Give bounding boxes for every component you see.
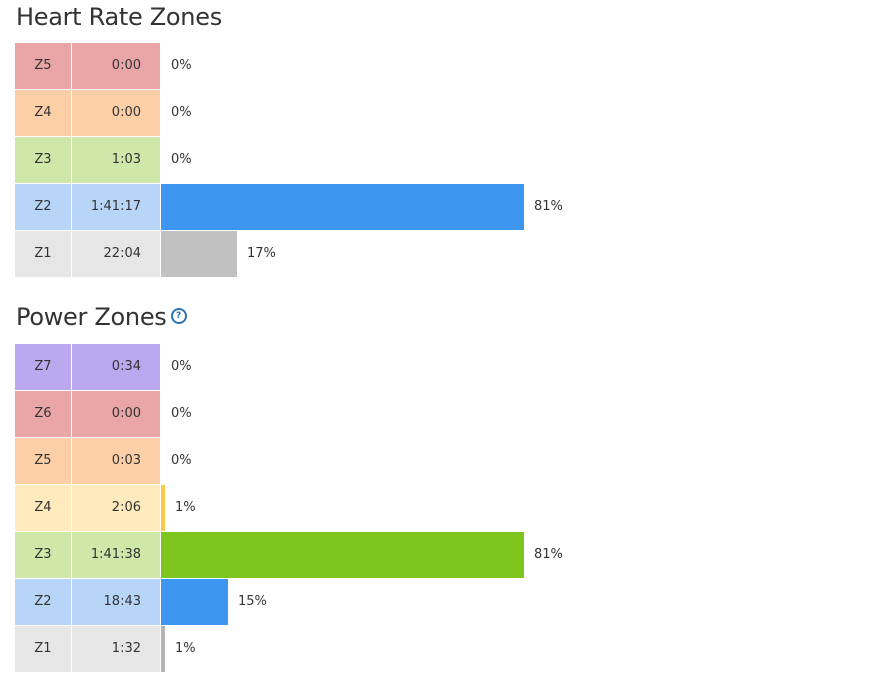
zone-percent: 0%: [171, 359, 192, 374]
zone-time: 2:06: [72, 485, 160, 531]
zone-bar: [161, 579, 228, 625]
zone-percent: 0%: [171, 152, 192, 167]
zone-percent: 17%: [247, 246, 276, 261]
zone-time: 1:41:38: [72, 532, 160, 578]
zone-label: Z6: [15, 391, 71, 437]
zone-percent: 1%: [175, 500, 196, 515]
zone-label: Z7: [15, 344, 71, 390]
zone-label: Z5: [15, 438, 71, 484]
zone-percent: 1%: [175, 641, 196, 656]
zone-label: Z1: [15, 231, 71, 277]
zone-time: 1:41:17: [72, 184, 160, 230]
zone-label: Z4: [15, 90, 71, 136]
power-zones-title-text: Power Zones: [16, 303, 167, 331]
zone-label: Z4: [15, 485, 71, 531]
zone-percent: 0%: [171, 453, 192, 468]
power-zones-title: Power Zones?: [16, 301, 187, 333]
heart-rate-zones-title: Heart Rate Zones: [16, 3, 222, 31]
zone-bar: [161, 231, 237, 277]
zone-percent: 81%: [534, 199, 563, 214]
zone-percent: 0%: [171, 406, 192, 421]
zone-time: 0:34: [72, 344, 160, 390]
zone-time: 18:43: [72, 579, 160, 625]
zone-percent: 15%: [238, 594, 267, 609]
zone-percent: 0%: [171, 58, 192, 73]
zone-time: 0:03: [72, 438, 160, 484]
zone-label: Z2: [15, 579, 71, 625]
zone-percent: 81%: [534, 547, 563, 562]
zone-time: 0:00: [72, 391, 160, 437]
zone-time: 0:00: [72, 43, 160, 89]
zone-label: Z3: [15, 137, 71, 183]
zone-label: Z1: [15, 626, 71, 672]
zone-time: 0:00: [72, 90, 160, 136]
zone-label: Z3: [15, 532, 71, 578]
zone-label: Z5: [15, 43, 71, 89]
zone-bar: [161, 532, 524, 578]
zone-bar: [161, 626, 165, 672]
zone-label: Z2: [15, 184, 71, 230]
zone-time: 1:32: [72, 626, 160, 672]
zone-percent: 0%: [171, 105, 192, 120]
help-circle-icon[interactable]: ?: [170, 308, 187, 324]
zone-bar: [161, 485, 165, 531]
zone-time: 22:04: [72, 231, 160, 277]
zone-time: 1:03: [72, 137, 160, 183]
zone-bar: [161, 184, 524, 230]
